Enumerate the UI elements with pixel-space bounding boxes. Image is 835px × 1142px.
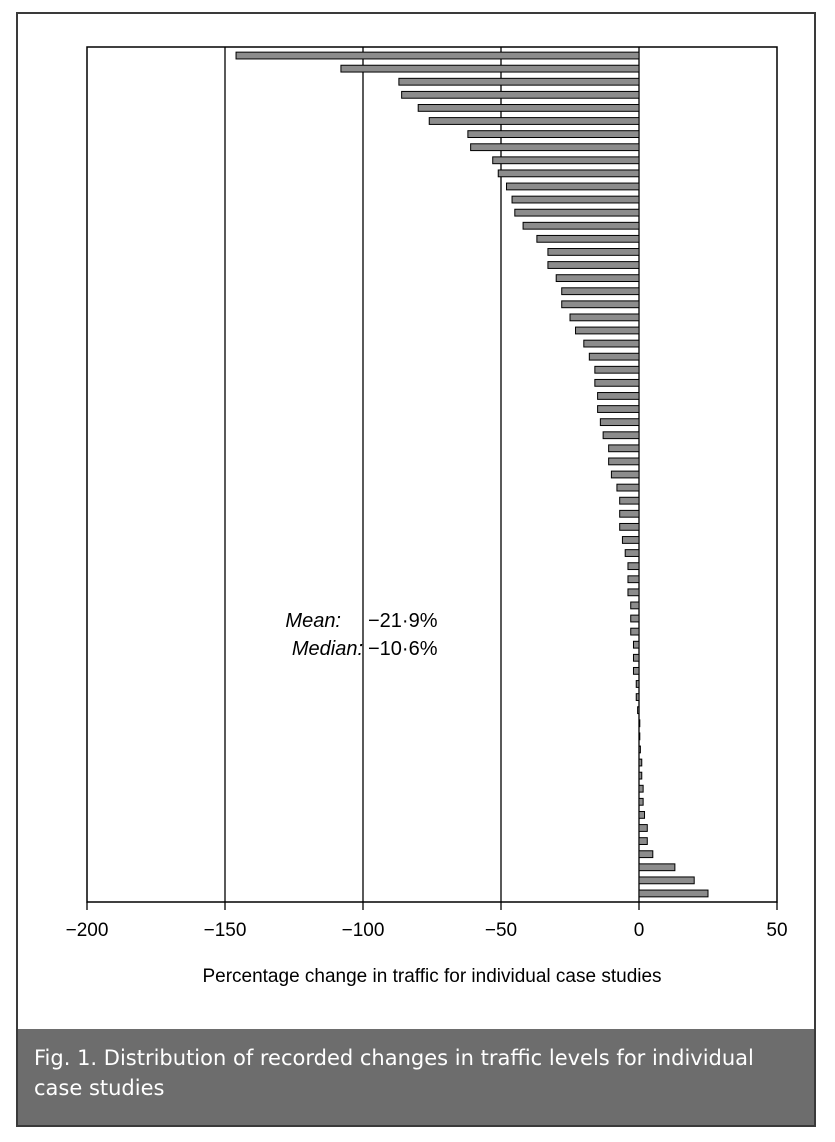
bar-35 [619,509,640,518]
bar-27 [597,405,640,413]
bar-13 [522,221,640,230]
x-axis-title: Percentage change in traffic for individ… [202,966,661,987]
bar-9 [497,169,640,178]
bars [235,51,709,898]
bar-15 [547,248,640,256]
bar-30 [608,444,640,453]
bar-56 [638,784,644,793]
bar-40 [627,575,640,584]
bar-31 [608,457,640,466]
chart: −200 −150 −100 −50 0 50 Percentage change in … [66,46,788,987]
bar-47 [632,666,640,675]
bar-8 [492,156,640,165]
bar-57 [638,797,644,806]
bar-41 [627,588,640,597]
bar-7 [470,143,640,152]
bar-33 [616,483,640,492]
x-tick-label-2: −100 [342,920,385,941]
bar-24 [594,365,640,374]
x-tick-label-0: −200 [66,920,109,941]
bar-18 [561,287,640,296]
x-tick-label-5: 50 [766,920,787,941]
bar-23 [588,352,640,361]
bar-14 [536,234,640,243]
bar-37 [621,536,640,544]
bar-2 [398,77,640,86]
bar-12 [514,208,640,217]
bar-5 [428,117,640,125]
bar-25 [594,378,640,387]
x-tick-label-4: 0 [634,920,645,941]
mean-label: Mean: [285,610,341,632]
bar-34 [619,496,640,505]
x-tick-label-3: −50 [485,920,517,941]
bar-3 [401,90,640,99]
bar-32 [610,470,640,479]
x-axis: −200 −150 −100 −50 0 50 [66,902,788,941]
plot-area [86,46,778,903]
bar-43 [630,614,640,623]
bar-63 [638,876,695,885]
bar-19 [561,300,640,309]
bar-52 [638,732,641,741]
bar-6 [467,130,640,139]
bar-10 [506,182,640,191]
figure-caption: Fig. 1. Distribution of recorded changes… [18,1029,814,1125]
bar-0 [235,51,640,60]
bar-38 [624,549,640,557]
bar-64 [638,889,709,898]
bar-55 [638,771,643,780]
bar-46 [632,653,640,662]
bar-59 [638,824,648,832]
bar-28 [599,418,640,427]
bar-11 [511,195,640,204]
bar-4 [417,104,640,112]
bar-22 [583,339,640,348]
bar-60 [638,837,648,845]
bar-21 [575,326,640,335]
bar-16 [547,261,640,269]
bar-44 [630,627,640,636]
bar-26 [597,392,640,400]
x-tick-label-1: −150 [204,920,247,941]
bar-1 [340,64,640,73]
bar-49 [635,693,640,701]
bar-62 [638,863,676,872]
bar-29 [602,431,640,440]
bar-51 [638,719,641,728]
stats-annotation: Mean: −21·9% Median: −10·6% [285,610,437,660]
bar-36 [619,522,640,531]
bar-54 [638,758,643,767]
bar-50 [637,706,640,715]
bar-58 [638,810,646,819]
bar-45 [632,640,640,649]
bar-39 [627,562,640,571]
bar-17 [555,274,640,283]
figure-frame: −200 −150 −100 −50 0 50 Percentage change in … [16,12,816,1127]
bar-48 [635,680,640,688]
bar-42 [630,601,640,610]
median-label: Median: [292,638,363,660]
bar-53 [638,745,641,754]
bar-61 [638,850,654,859]
bar-20 [569,313,640,322]
median-value: −10·6% [368,638,438,660]
mean-value: −21·9% [368,610,438,632]
